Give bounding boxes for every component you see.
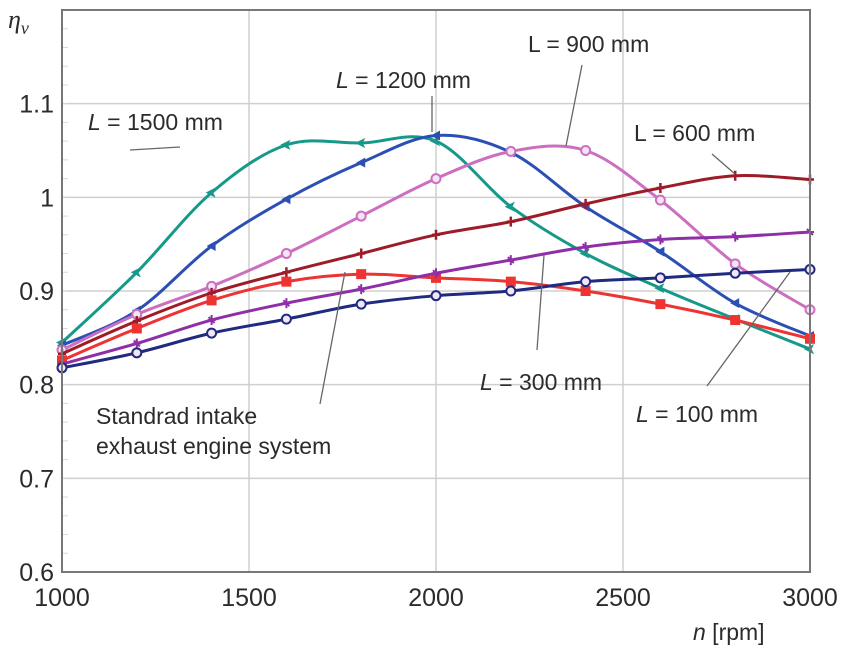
data-point bbox=[355, 137, 366, 149]
annotation: L = 1200 mm bbox=[336, 67, 471, 132]
data-point bbox=[132, 338, 141, 349]
data-point bbox=[730, 315, 741, 326]
y-tick-label: 0.9 bbox=[19, 278, 54, 306]
data-point bbox=[282, 298, 291, 309]
data-point bbox=[280, 248, 292, 260]
data-point bbox=[580, 286, 591, 296]
data-point bbox=[130, 267, 141, 278]
annotation: L = 100 mm bbox=[636, 271, 791, 427]
annotation-label: Standrad intake bbox=[96, 403, 257, 429]
series-l-1500-mm bbox=[55, 135, 815, 355]
data-point bbox=[729, 258, 741, 270]
data-point bbox=[430, 290, 442, 302]
data-point bbox=[505, 276, 516, 287]
data-point bbox=[357, 248, 366, 259]
annotation: L = 1500 mm bbox=[88, 109, 223, 151]
data-point bbox=[656, 182, 665, 193]
data-point bbox=[356, 269, 367, 280]
data-point bbox=[206, 295, 217, 306]
data-point bbox=[280, 313, 292, 325]
leader-line bbox=[706, 271, 791, 387]
data-point bbox=[654, 283, 665, 294]
leader-line bbox=[536, 254, 545, 351]
data-point bbox=[206, 327, 218, 339]
data-point bbox=[430, 173, 442, 185]
data-point bbox=[505, 285, 517, 297]
x-tick-label: 1500 bbox=[221, 584, 277, 612]
plot-frame bbox=[61, 9, 811, 573]
data-point bbox=[729, 267, 741, 279]
leader-line bbox=[711, 153, 736, 175]
data-point bbox=[432, 229, 440, 240]
series-l-600-mm bbox=[58, 170, 814, 359]
data-point bbox=[281, 194, 291, 205]
x-tick-label: 3000 bbox=[782, 584, 838, 612]
data-point bbox=[206, 241, 216, 252]
data-point bbox=[731, 231, 740, 242]
annotation-label: L = 1200 mm bbox=[336, 67, 471, 93]
annotation-label: L = 300 mm bbox=[480, 369, 602, 395]
leader-line bbox=[129, 146, 181, 151]
tick-labels: 0.6 0.7 0.8 0.9 1 1.1 1000 1500 2000 2500 3000 bbox=[19, 91, 838, 612]
data-point bbox=[356, 157, 366, 168]
annotation-label: L = 600 mm bbox=[634, 120, 755, 146]
data-point bbox=[506, 216, 515, 227]
data-point bbox=[207, 315, 216, 326]
x-tick-label: 1000 bbox=[34, 584, 90, 612]
annotation-layer: L = 1500 mm L = 1200 mm L = 900 mm L = 600 … bbox=[88, 31, 791, 459]
annotation: L = 300 mm bbox=[480, 254, 602, 395]
y-tick-label: 0.6 bbox=[19, 559, 54, 587]
data-point bbox=[505, 145, 517, 157]
data-point bbox=[355, 298, 367, 310]
annotation: L = 600 mm bbox=[634, 120, 755, 175]
data-point bbox=[282, 267, 291, 278]
data-point bbox=[656, 234, 665, 245]
data-point bbox=[581, 241, 590, 252]
data-point bbox=[730, 298, 740, 309]
y-axis-label: ηv bbox=[8, 5, 29, 38]
y-tick-label: 1.1 bbox=[19, 91, 54, 119]
leader-line bbox=[565, 64, 583, 147]
annotation: Standrad intake exhaust engine system bbox=[96, 271, 346, 459]
data-point bbox=[654, 272, 666, 284]
data-point bbox=[655, 299, 666, 310]
data-point bbox=[581, 198, 590, 209]
data-point bbox=[131, 347, 143, 359]
leader-line bbox=[319, 271, 346, 405]
data-point bbox=[432, 268, 440, 279]
data-point bbox=[355, 210, 367, 222]
y-tick-label: 0.7 bbox=[19, 465, 54, 493]
series-l-900-mm bbox=[56, 144, 816, 356]
x-axis-label: n [rpm] bbox=[693, 619, 765, 645]
data-point bbox=[357, 284, 366, 295]
data-point bbox=[280, 139, 291, 150]
annotation-label: exhaust engine system bbox=[96, 433, 331, 459]
data-point bbox=[654, 194, 666, 206]
data-point bbox=[731, 170, 740, 181]
data-point bbox=[504, 201, 515, 212]
x-tick-label: 2500 bbox=[595, 584, 651, 612]
y-tick-label: 0.8 bbox=[19, 372, 54, 400]
annotation: L = 900 mm bbox=[528, 31, 649, 147]
y-tick-label: 1 bbox=[40, 184, 54, 212]
annotation-label: L = 1500 mm bbox=[88, 109, 223, 135]
data-point bbox=[205, 187, 216, 198]
data-point bbox=[281, 276, 292, 287]
data-point bbox=[580, 276, 592, 288]
data-point bbox=[131, 323, 142, 334]
data-point bbox=[506, 255, 515, 266]
data-point bbox=[655, 246, 665, 257]
data-point bbox=[431, 130, 440, 141]
x-tick-label: 2000 bbox=[408, 584, 464, 612]
annotation-label: L = 900 mm bbox=[528, 31, 649, 57]
data-point bbox=[580, 145, 592, 156]
series-layer bbox=[55, 130, 816, 374]
annotation-label: L = 100 mm bbox=[636, 401, 758, 427]
